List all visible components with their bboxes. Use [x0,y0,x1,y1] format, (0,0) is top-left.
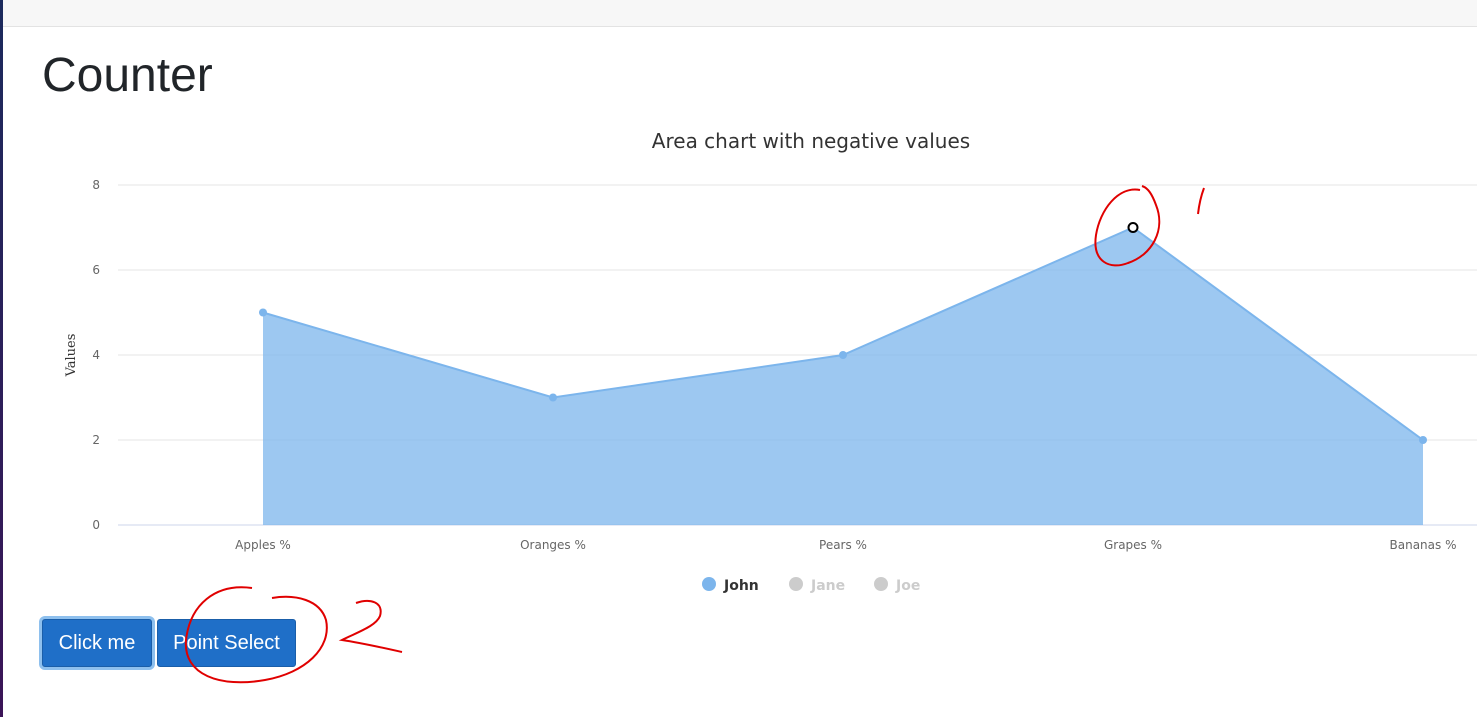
data-point[interactable] [839,351,847,359]
legend-marker [702,577,716,591]
legend-label: Joe [895,578,920,594]
y-tick-label: 8 [92,178,100,192]
legend-item-jane[interactable]: Jane [789,577,845,594]
legend-item-john[interactable]: John [702,577,759,594]
data-point[interactable] [549,393,557,402]
data-point[interactable] [259,308,267,317]
y-axis-ticks: 0 2 4 6 8 [92,178,100,532]
chart-legend[interactable]: John Jane Joe [702,577,920,594]
y-axis-label: Values [64,334,79,378]
legend-marker [874,577,888,591]
area-chart: Area chart with negative values 0 2 4 6 8 Va… [64,129,1477,594]
data-point-selected[interactable] [1127,222,1139,233]
legend-item-joe[interactable]: Joe [874,577,920,594]
x-axis-ticks: Apples % Oranges % Pears % Grapes % Bananas … [235,538,1456,552]
y-tick-label: 0 [92,518,100,532]
x-tick-label: Apples % [235,538,291,552]
legend-marker [789,577,803,591]
x-tick-label: Pears % [819,538,867,552]
click-me-button[interactable]: Click me [42,619,152,667]
chart-series[interactable] [259,222,1427,525]
window-left-edge [0,0,3,717]
x-tick-label: Bananas % [1390,538,1457,552]
x-tick-label: Grapes % [1104,538,1162,552]
data-point[interactable] [1419,436,1427,444]
top-navbar [3,0,1477,27]
y-tick-label: 4 [92,348,100,362]
y-tick-label: 2 [92,433,100,447]
y-tick-label: 6 [92,263,100,277]
area-fill-john [263,227,1423,525]
page-title: Counter [42,49,213,102]
point-select-button[interactable]: Point Select [157,619,296,667]
x-tick-label: Oranges % [520,538,586,552]
legend-label: John [723,578,759,594]
legend-label: Jane [810,578,845,594]
chart-title: Area chart with negative values [652,129,970,153]
